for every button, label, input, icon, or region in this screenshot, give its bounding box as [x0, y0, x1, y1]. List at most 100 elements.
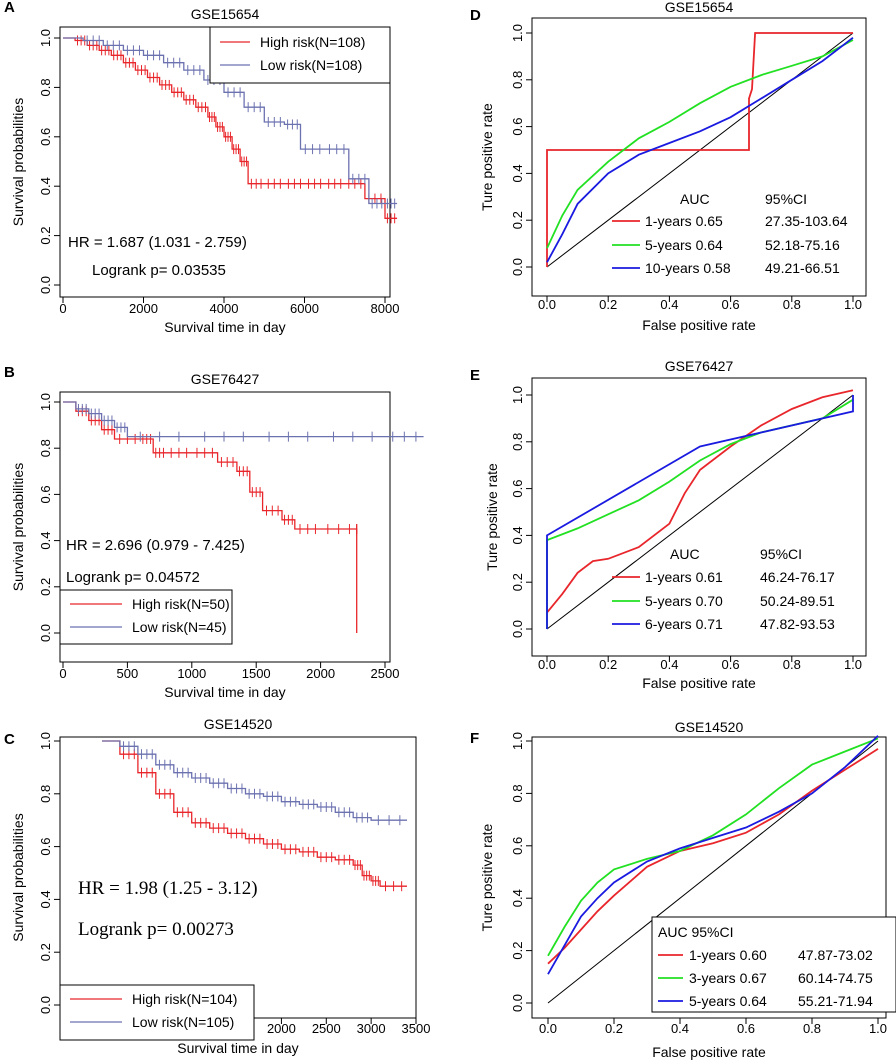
panel-c-y-tick-label: 0.0 [38, 996, 53, 1014]
panel-c-censor-marks-low-risk [123, 741, 401, 826]
panel-f-legend-label: 1-years 0.60 47.87-73.02 [689, 947, 873, 963]
panel-e-legend: AUC 95%CI 1-years 0.61 46.24-76.17 5-years 0… [612, 546, 835, 632]
panel-d-frame [531, 17, 867, 297]
panel-f-x-tick-label: 0.6 [737, 1021, 755, 1036]
panel-a-x-tick-label: 2000 [129, 301, 158, 316]
panel-d-letter: D [470, 7, 481, 24]
panel-d-title: GSE15654 [665, 0, 734, 15]
panel-d-y-tick-label: 0.4 [510, 164, 525, 182]
panel-d-x-tick-label: 0.4 [660, 297, 678, 312]
panel-f-y-tick-label: 0.0 [510, 994, 525, 1012]
panel-f-y-tick-label: 0.6 [510, 837, 525, 855]
panel-d-roc-line-1-years [546, 32, 853, 267]
panel-b-x-tick-label: 500 [117, 666, 139, 681]
panel-f-y-label: Ture positive rate [479, 823, 495, 931]
panel-e-x-tick-label: 1.0 [844, 657, 862, 672]
panel-e-y-tick-label: 1.0 [510, 386, 525, 404]
panel-c-y-tick-label: 0.2 [38, 943, 53, 961]
panel-f-y-tick-label: 0.2 [510, 942, 525, 960]
panel-e-x-label: False positive rate [642, 675, 756, 691]
panel-b-y-tick-label: 1.0 [38, 393, 53, 411]
panel-b-x-tick-label: 1500 [242, 666, 271, 681]
panel-a-y-tick-label: 0.6 [38, 128, 53, 146]
panel-c-x-label: Survival time in day [177, 1040, 298, 1056]
panel-d-x-tick-label: 1.0 [844, 297, 862, 312]
panel-e-legend-header: AUC [670, 546, 700, 562]
panel-a-x-tick-label: 0 [59, 301, 66, 316]
panel-c-legend-box [59, 984, 255, 1041]
panel-d-x-ticks: 0.0 0.2 0.4 0.6 0.8 1.0 [538, 296, 862, 312]
panel-f-letter: F [470, 730, 479, 747]
panel-c-x-tick-label: 3000 [357, 1021, 386, 1036]
panel-a-legend-label: High risk(N=108) [260, 34, 365, 50]
panel-b-censor-marks-low-risk [77, 403, 417, 442]
panel-f-legend: AUC 95%CI 1-years 0.60 47.87-73.02 3-years … [651, 916, 896, 1013]
panel-e-y-ticks: 0.0 0.2 0.4 0.6 0.8 1.0 [510, 386, 532, 638]
panel-f-x-tick-label: 0.4 [671, 1021, 689, 1036]
panel-b-letter: B [4, 364, 15, 381]
panel-a-y-tick-label: 0.2 [38, 227, 53, 245]
panel-f-title: GSE14520 [675, 719, 744, 735]
panel-b-legend-label: Low risk(N=45) [132, 619, 227, 635]
panel-f-x-tick-label: 0.2 [605, 1021, 623, 1036]
panel-c-km-line-high-risk [102, 740, 407, 887]
panel-a-title: GSE15654 [191, 6, 260, 22]
panel-a-x-tick-label: 6000 [290, 301, 319, 316]
panel-b-legend: High risk(N=50) Low risk(N=45) [59, 589, 233, 645]
panel-d-legend-header: AUC [680, 191, 710, 207]
panel-b-y-ticks: 0.0 0.2 0.4 0.6 0.8 1.0 [38, 393, 60, 642]
panel-e-y-tick-label: 0.2 [510, 573, 525, 591]
panel-c-y-tick-label: 0.6 [38, 838, 53, 856]
panel-e-roc-line-6-years [546, 395, 854, 629]
panel-f-roc-line-3-years [547, 737, 879, 957]
panel-a-y-tick-label: 0.0 [38, 276, 53, 294]
panel-b-title: GSE76427 [191, 371, 260, 387]
panel-e-legend-label: 6-years 0.71 47.82-93.53 [645, 616, 835, 632]
panel-d-x-tick-label: 0.0 [538, 297, 556, 312]
panel-b-y-tick-label: 0.4 [38, 532, 53, 550]
panel-e-frame [531, 377, 867, 657]
panel-c-legend-label: Low risk(N=105) [132, 1014, 234, 1030]
panel-c-km-line-low-risk [102, 740, 407, 821]
panel-b-frame [59, 391, 391, 663]
panel-c-y-tick-label: 0.4 [38, 890, 53, 908]
panel-c-legend: High risk(N=104) Low risk(N=105) [59, 984, 255, 1041]
panel-a-km-line-high-risk [63, 37, 398, 219]
panel-a-series [63, 35, 398, 224]
panel-d-legend-label: 1-years 0.65 27.35-103.64 [645, 213, 848, 229]
panel-a-y-label: Survival probabilities [10, 98, 26, 226]
panel-c-x-tick-label: 3500 [402, 1021, 431, 1036]
panel-c-y-label: Survival probabilities [10, 813, 26, 941]
panel-f-x-tick-label: 1.0 [869, 1021, 887, 1036]
panel-a-legend-label: Low risk(N=108) [260, 57, 362, 73]
panel-e-letter: E [470, 367, 480, 384]
panel-f-x-tick-label: 0.0 [539, 1021, 557, 1036]
panel-f-y-tick-label: 1.0 [510, 732, 525, 750]
panel-a-x-tick-label: 8000 [371, 301, 400, 316]
panel-e-x-tick-label: 0.2 [599, 657, 617, 672]
panel-e-x-ticks: 0.0 0.2 0.4 0.6 0.8 1.0 [538, 656, 862, 672]
panel-e-y-tick-label: 0.4 [510, 526, 525, 544]
panel-d-y-tick-label: 1.0 [510, 24, 525, 42]
panel-a-censor-marks-high-risk [76, 35, 396, 224]
panel-b-y-tick-label: 0.2 [38, 578, 53, 596]
panel-b-annotation-logrank: Logrank p= 0.04572 [66, 569, 200, 586]
panel-e-y-tick-label: 0.8 [510, 433, 525, 451]
panel-f-series [547, 735, 879, 1004]
panel-c: CGSE1452005001000150020002500300035000.0… [4, 716, 430, 1056]
panel-d-legend-label: 10-years 0.58 49.21-66.51 [645, 260, 840, 276]
panel-f-x-ticks: 0.0 0.2 0.4 0.6 0.8 1.0 [539, 1018, 887, 1036]
panel-d-legend: AUC 95%CI 1-years 0.65 27.35-103.64 5-years … [612, 191, 848, 276]
panel-a-km-line-low-risk [63, 37, 398, 205]
panel-f-roc-line-5-years [547, 735, 879, 975]
panel-c-y-tick-label: 0.8 [38, 785, 53, 803]
panel-e-x-tick-label: 0.8 [783, 657, 801, 672]
panel-a-censor-marks-low-risk [86, 35, 396, 209]
panel-e-x-tick-label: 0.0 [538, 657, 556, 672]
panel-d-x-tick-label: 0.2 [599, 297, 617, 312]
panel-c-annotation-hr: HR = 1.98 (1.25 - 3.12) [78, 878, 258, 899]
panel-c-letter: C [4, 731, 15, 748]
